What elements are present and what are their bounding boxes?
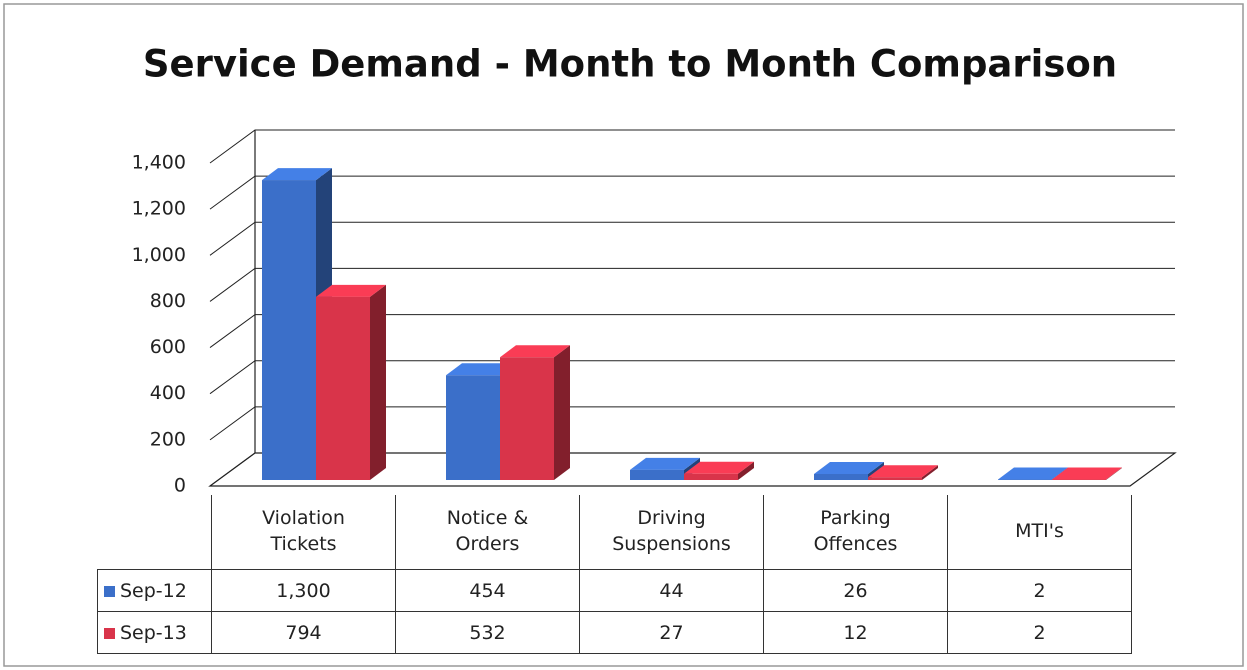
grid-line	[209, 175, 1175, 210]
bar	[500, 357, 554, 480]
category-cell: Violation Tickets	[211, 495, 396, 570]
value-cell: 2	[947, 611, 1132, 654]
value-cell: 44	[579, 569, 764, 612]
grid-line	[209, 314, 1175, 348]
bar	[316, 296, 370, 480]
category-cell: Driving Suspensions	[579, 495, 764, 570]
bar	[630, 469, 684, 480]
value-cell: 2	[947, 569, 1132, 612]
bar-top	[1052, 467, 1122, 480]
bar	[684, 473, 738, 480]
bar	[262, 180, 316, 481]
bar-top	[684, 461, 754, 474]
value-cell: 26	[763, 569, 948, 612]
bar-top	[868, 465, 938, 478]
bar	[446, 375, 500, 480]
x-tick-label: MTI's	[1015, 520, 1064, 543]
legend-swatch	[104, 585, 115, 597]
bar	[814, 474, 868, 480]
y-tick-label: 800	[150, 290, 186, 312]
y-tick-label: 1,200	[132, 198, 186, 220]
bar-top	[998, 467, 1068, 480]
bar	[868, 477, 922, 480]
bar-side	[370, 284, 386, 480]
y-tick-label: 1,400	[132, 152, 186, 174]
x-tick-label: Parking Offences	[813, 507, 898, 555]
bar-side	[738, 461, 754, 480]
chart-title: Service Demand - Month to Month Comparis…	[143, 43, 1117, 86]
legend-label: Sep-13	[120, 621, 187, 644]
category-cell: Parking Offences	[763, 495, 948, 570]
y-tick-label: 1,000	[132, 244, 186, 266]
series-row: Sep-12 1,300 454 44 26 2	[97, 569, 1132, 612]
blank-cell	[97, 495, 212, 570]
value-cell: 12	[763, 611, 948, 654]
bar-side	[922, 465, 938, 480]
bar-top	[814, 462, 884, 475]
value-cell: 794	[211, 611, 396, 654]
y-tick-label: 600	[150, 336, 186, 358]
bar-side	[1106, 467, 1122, 480]
value-cell: 27	[579, 611, 764, 654]
grid-line	[209, 452, 1175, 487]
value-cell: 532	[395, 611, 580, 654]
legend-cell: Sep-13	[97, 611, 212, 654]
category-cell: Notice & Orders	[395, 495, 580, 570]
grid-line	[209, 267, 1175, 302]
legend-label: Sep-12	[120, 579, 187, 602]
y-tick-label: 200	[150, 428, 186, 450]
bar-top	[500, 345, 570, 358]
x-tick-label: Violation Tickets	[262, 507, 345, 555]
value-cell: 1,300	[211, 569, 396, 612]
y-tick-label: 0	[174, 475, 186, 497]
bar-top	[630, 457, 700, 470]
bar-top	[316, 284, 386, 297]
grid-line	[209, 221, 1175, 256]
legend-swatch	[104, 627, 115, 639]
x-tick-label: Notice & Orders	[446, 507, 529, 555]
x-tick-label: Driving Suspensions	[612, 507, 731, 555]
category-cell: MTI's	[947, 495, 1132, 570]
frame	[3, 3, 1244, 667]
bar-top	[262, 168, 332, 181]
y-tick-label: 400	[150, 382, 186, 404]
grid-line	[209, 406, 1175, 441]
grid-line	[209, 360, 1175, 395]
value-cell: 454	[395, 569, 580, 612]
grid-line	[209, 129, 1175, 164]
data-table: Violation Tickets Notice & Orders Driving …	[97, 495, 1132, 654]
bar-top	[446, 363, 516, 376]
bar-side	[554, 345, 570, 480]
legend-cell: Sep-12	[97, 569, 212, 612]
series-row: Sep-13 794 532 27 12 2	[97, 611, 1132, 654]
